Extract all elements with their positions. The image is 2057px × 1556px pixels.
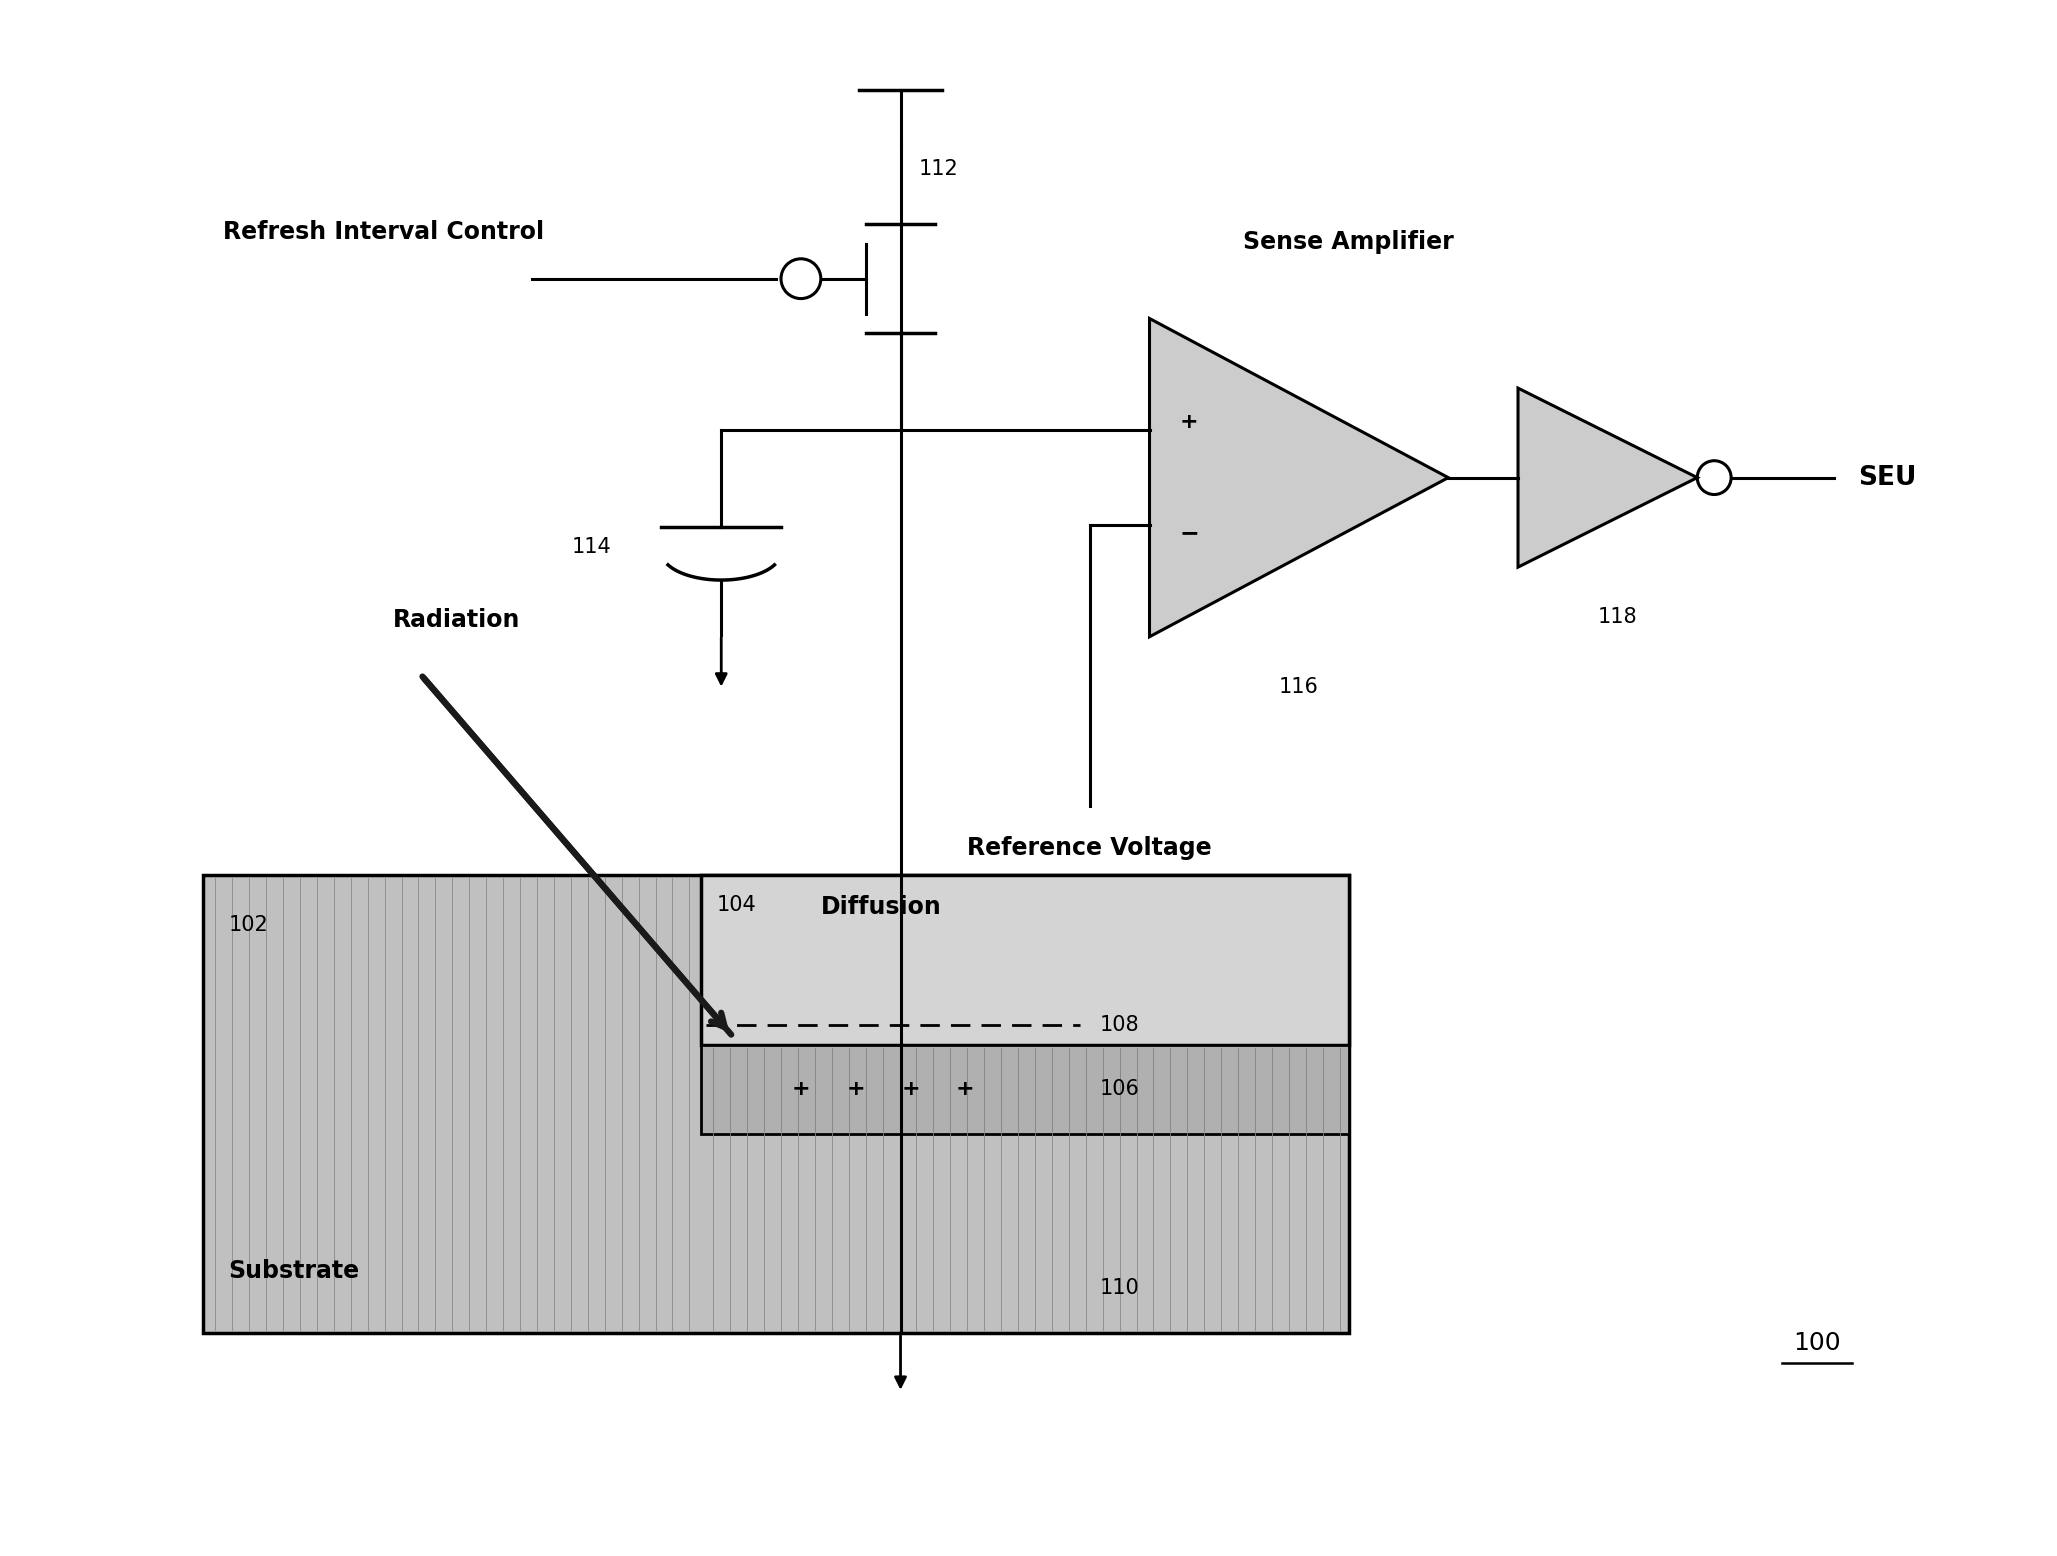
Text: 106: 106 [1100, 1080, 1140, 1100]
Polygon shape [1518, 387, 1697, 566]
Text: 104: 104 [716, 895, 757, 915]
Text: +: + [845, 1080, 866, 1100]
Text: 100: 100 [1794, 1330, 1841, 1355]
Text: 102: 102 [228, 915, 267, 935]
Text: Radiation: Radiation [393, 608, 520, 632]
Text: SEU: SEU [1860, 465, 1917, 490]
Text: +: + [792, 1080, 810, 1100]
Text: 116: 116 [1279, 677, 1319, 697]
Polygon shape [1150, 319, 1448, 636]
FancyBboxPatch shape [204, 876, 1349, 1333]
Text: Diffusion: Diffusion [821, 895, 942, 920]
FancyBboxPatch shape [701, 876, 1349, 1044]
Text: 118: 118 [1598, 607, 1637, 627]
Text: 114: 114 [572, 537, 611, 557]
Text: 108: 108 [1100, 1015, 1140, 1035]
Text: Substrate: Substrate [228, 1259, 360, 1284]
Text: Sense Amplifier: Sense Amplifier [1242, 230, 1454, 254]
Text: 110: 110 [1100, 1277, 1140, 1298]
Text: Reference Voltage: Reference Voltage [967, 836, 1212, 859]
Text: +: + [901, 1080, 919, 1100]
Text: +: + [1181, 412, 1199, 433]
Text: −: − [1179, 521, 1199, 545]
FancyBboxPatch shape [701, 1044, 1349, 1134]
Text: Refresh Interval Control: Refresh Interval Control [224, 219, 545, 244]
Text: +: + [957, 1080, 975, 1100]
Text: 112: 112 [917, 159, 959, 179]
